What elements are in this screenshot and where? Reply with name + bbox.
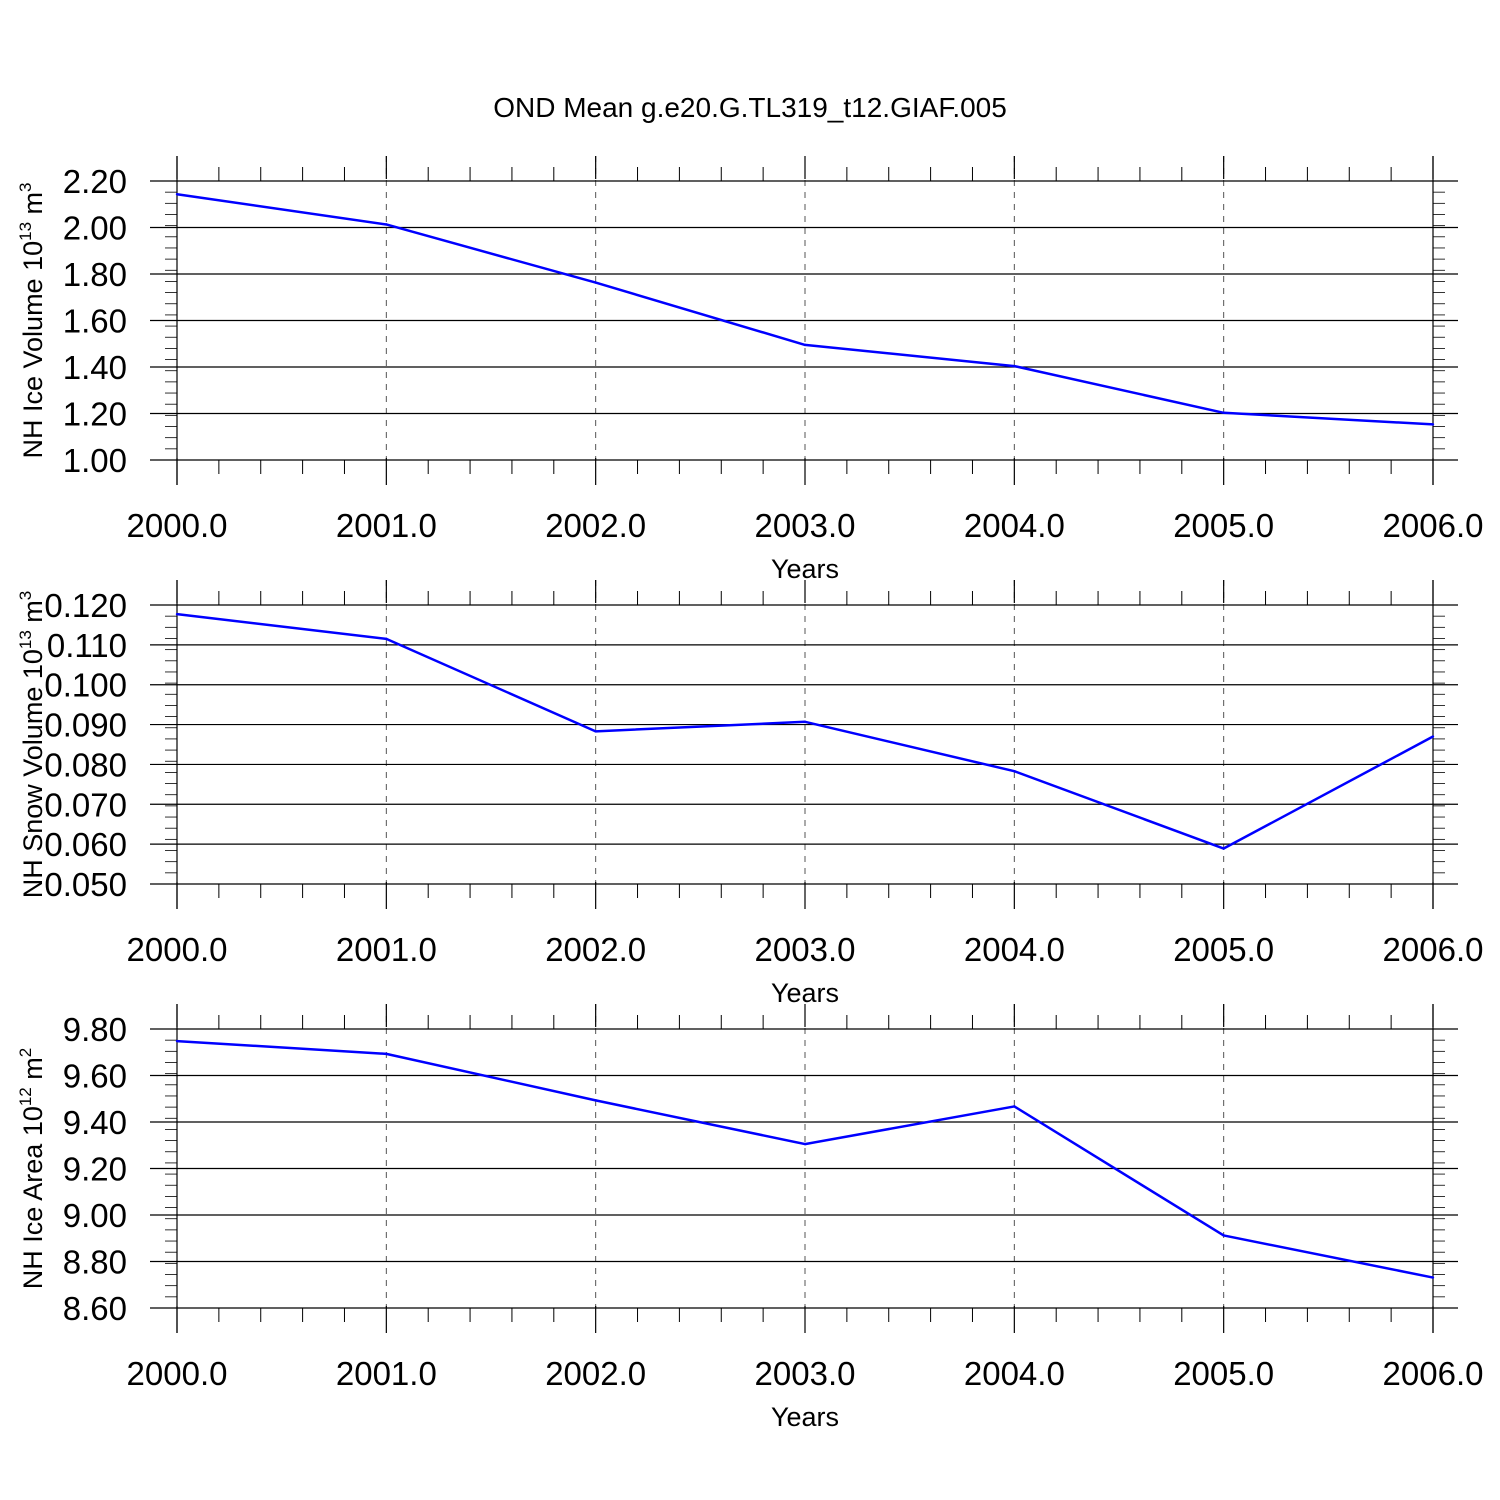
chart-panel-3: 8.60 8.80 9.00 9.20 9.40 9.60 9.80 2000.0 2001.0… [16,1004,1483,1432]
y-tick-label: 9.80 [63,1011,127,1048]
x-tick-label: 2006.0 [1383,507,1484,544]
y-tick-label: 1.60 [63,303,127,340]
data-point [1431,1276,1435,1279]
y-axis-label-unit-exponent: 2 [16,1048,35,1057]
y-axis-label: NH Ice Area 1012 m2 [16,1048,48,1289]
data-point [594,1099,597,1102]
x-axis-label: Years [771,978,839,1008]
x-tick-label: 2002.0 [545,507,646,544]
data-point [1222,847,1225,850]
x-tick-label: 2004.0 [964,1355,1065,1392]
data-point [175,612,179,616]
y-tick-label: 0.110 [47,627,127,664]
data-point [803,720,807,723]
y-tick-label: 0.050 [44,866,127,903]
data-point [594,730,597,733]
x-tick-label: 2001.0 [336,507,437,544]
y-axis-label-unit-exponent: 3 [16,183,35,192]
x-tick-label: 2000.0 [127,1355,228,1392]
data-point [385,1052,388,1056]
x-tick-label: 2001.0 [336,931,437,968]
y-axis-label-text: NH Ice Area 10 [18,1106,48,1289]
x-tick-label: 2003.0 [755,931,856,968]
x-tick-label: 2002.0 [545,1355,646,1392]
x-tick-label: 2005.0 [1173,931,1274,968]
y-tick-label: 8.80 [63,1244,127,1281]
y-tick-label: 8.60 [63,1290,127,1327]
x-tick-label: 2003.0 [755,1355,856,1392]
data-point [803,343,807,347]
y-tick-label: 1.80 [63,256,127,293]
chart-panels: 1.00 1.20 1.40 1.60 1.80 2.00 2.20 2000.0 2001.0… [16,156,1483,1432]
x-axis-label: Years [771,554,839,584]
x-tick-label: 2002.0 [545,931,646,968]
y-tick-label: 2.20 [63,163,127,200]
y-tick-label: 1.00 [63,442,127,479]
y-tick-label: 0.060 [44,826,127,863]
x-tick-label: 2000.0 [127,507,228,544]
y-tick-label: 0.090 [44,707,127,744]
y-axis-label-unit: m [18,192,48,222]
chart-panel-2: 0.0500.0600.0700.0800.0900.1000.1100.120… [16,580,1483,1008]
y-axis-label-exponent: 13 [16,630,35,649]
y-axis-label-unit-exponent: 3 [16,591,35,600]
x-tick-label: 2005.0 [1173,507,1274,544]
data-point [803,1142,807,1146]
data-point [594,281,597,284]
y-axis-label-text: NH Ice Volume 10 [18,241,48,459]
y-axis-label: NH Ice Volume 1013 m3 [16,183,48,459]
y-tick-label: 9.00 [63,1197,127,1234]
y-tick-label: 9.40 [63,1104,127,1141]
y-axis-label: NH Snow Volume 1013 m3 [16,591,48,899]
x-tick-label: 2003.0 [755,507,856,544]
y-tick-label: 0.080 [44,746,127,783]
y-tick-label: 1.20 [63,396,127,433]
chart-title: OND Mean g.e20.G.TL319_t12.GIAF.005 [493,92,1007,123]
data-point [175,1039,179,1043]
x-tick-label: 2000.0 [127,931,228,968]
y-tick-label: 1.40 [63,349,127,386]
y-tick-label: 2.00 [63,210,127,247]
y-tick-label: 9.60 [63,1058,127,1095]
x-tick-label: 2006.0 [1383,931,1484,968]
data-point [1013,1105,1016,1108]
data-point [1222,411,1225,415]
y-axis-label-exponent: 13 [16,222,35,241]
x-tick-label: 2005.0 [1173,1355,1274,1392]
x-tick-label: 2006.0 [1383,1355,1484,1392]
y-tick-label: 9.20 [63,1151,127,1188]
y-tick-label: 0.100 [44,667,127,704]
x-tick-label: 2004.0 [964,507,1065,544]
chart-panel-1: 1.00 1.20 1.40 1.60 1.80 2.00 2.20 2000.0 2001.0… [16,156,1483,584]
y-axis-label-text: NH Snow Volume 10 [18,649,48,898]
y-tick-label: 0.120 [44,587,127,624]
x-axis-label: Years [771,1402,839,1432]
data-point [1222,1234,1225,1237]
y-axis-label-unit: m [18,1057,48,1087]
data-point [1431,735,1435,738]
y-axis-label-unit: m [18,600,48,630]
x-tick-label: 2004.0 [964,931,1065,968]
data-point [175,193,179,196]
data-point [385,637,388,641]
y-tick-label: 0.070 [44,786,127,823]
x-tick-label: 2001.0 [336,1355,437,1392]
data-point [385,223,388,226]
data-point [1013,770,1016,773]
data-point [1431,423,1435,426]
data-point [1013,364,1016,368]
y-axis-label-exponent: 12 [16,1087,35,1106]
